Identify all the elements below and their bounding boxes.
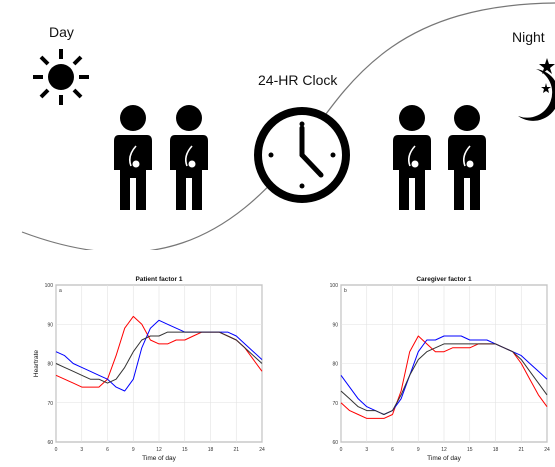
series-line-2 (55, 319, 263, 392)
person-icon (392, 104, 432, 211)
x-tick-label: 6 (106, 447, 109, 453)
x-tick-label: 12 (156, 447, 162, 453)
y-tick-label: 100 (45, 283, 54, 289)
series-line-3 (55, 331, 263, 384)
star-icon (539, 58, 555, 74)
caregiver-factor-chart: 0 3 6 9 12 15 18 21 24 60 70 80 90 100 Caregiver facto… (330, 276, 550, 462)
moon-icon (518, 69, 555, 121)
star-icon (541, 83, 551, 93)
person-icon (447, 104, 487, 211)
top-illustration (21, 2, 555, 250)
chart-title: Caregiver factor 1 (416, 276, 472, 283)
clock-label: 24-HR Clock (258, 72, 338, 88)
x-tick-label: 0 (340, 447, 343, 453)
x-tick-label: 24 (259, 447, 265, 453)
x-tick-label: 0 (55, 447, 58, 453)
night-label: Night (512, 29, 545, 45)
person-icon (169, 104, 209, 211)
y-tick-label: 100 (330, 283, 339, 289)
x-tick-label: 15 (182, 447, 188, 453)
y-tick-label: 80 (332, 362, 338, 368)
y-tick-label: 90 (47, 322, 53, 328)
x-tick-label: 3 (365, 447, 368, 453)
x-tick-label: 21 (233, 447, 239, 453)
x-tick-label: 15 (467, 447, 473, 453)
x-tick-label: 18 (493, 447, 499, 453)
panel-label: a (59, 288, 62, 294)
y-tick-label: 70 (47, 401, 53, 407)
person-icon (113, 104, 153, 211)
y-tick-label: 60 (332, 440, 338, 446)
x-tick-label: 6 (391, 447, 394, 453)
clock-icon (254, 107, 350, 203)
day-label: Day (49, 24, 74, 40)
x-tick-label: 9 (417, 447, 420, 453)
x-tick-label: 3 (80, 447, 83, 453)
x-tick-label: 24 (544, 447, 550, 453)
y-tick-label: 60 (47, 440, 53, 446)
x-tick-label: 21 (518, 447, 524, 453)
x-tick-label: 9 (132, 447, 135, 453)
sun-icon (33, 49, 89, 105)
series-line-3 (340, 343, 548, 415)
y-tick-label: 80 (47, 362, 53, 368)
x-axis-label: Time of day (142, 455, 176, 462)
panel-label: b (344, 288, 347, 294)
x-tick-label: 12 (441, 447, 447, 453)
patient-factor-chart: 0 3 6 9 12 15 18 21 24 60 70 80 90 100 Patient factor … (33, 276, 265, 462)
y-axis-label: Heartrate (33, 350, 40, 377)
y-tick-label: 90 (332, 322, 338, 328)
chart-title: Patient factor 1 (136, 276, 183, 283)
y-tick-label: 70 (332, 401, 338, 407)
x-tick-label: 18 (208, 447, 214, 453)
x-axis-label: Time of day (427, 455, 461, 462)
